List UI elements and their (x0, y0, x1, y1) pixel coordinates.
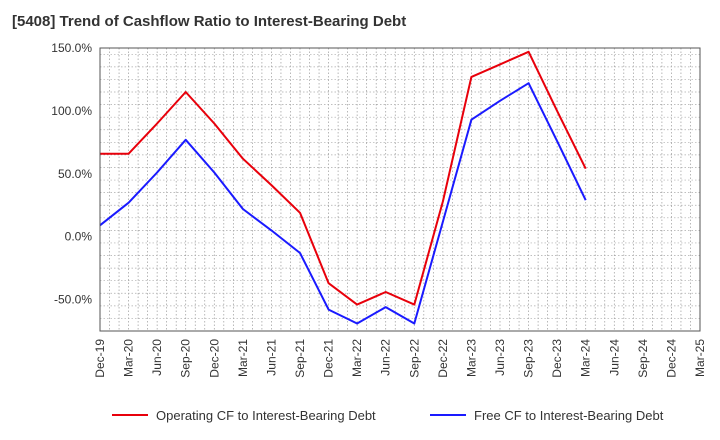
x-tick-label: Jun-24 (607, 339, 621, 376)
x-tick-label: Dec-22 (436, 339, 450, 378)
y-tick-label: 100.0% (51, 104, 92, 118)
legend-item-operating-cf: Operating CF to Interest-Bearing Debt (112, 405, 376, 425)
series-lines (99, 50, 587, 325)
x-tick-label: Mar-22 (350, 339, 364, 377)
x-tick-label: Mar-24 (579, 339, 593, 377)
y-tick-label: 50.0% (58, 167, 92, 181)
x-tick-label: Dec-24 (664, 339, 678, 378)
x-tick-label: Jun-23 (493, 339, 507, 376)
y-tick-label: 0.0% (65, 230, 93, 244)
y-tick-label: 150.0% (51, 41, 92, 55)
x-tick-label: Mar-25 (693, 339, 707, 377)
x-tick-label: Dec-19 (93, 339, 107, 378)
x-tick-label: Mar-21 (236, 339, 250, 377)
legend-label-free-cf: Free CF to Interest-Bearing Debt (474, 407, 664, 423)
x-tick-label: Jun-22 (379, 339, 393, 376)
legend-swatch-operating-cf (112, 414, 148, 416)
y-tick-label: -50.0% (54, 293, 92, 307)
x-tick-label: Jun-20 (150, 339, 164, 376)
grid-lines (100, 48, 700, 331)
x-tick-label: Jun-21 (264, 339, 278, 376)
x-tick-labels: Dec-19 Mar-20 Jun-20 Sep-20 Dec-20 Mar-21 Jun-… (93, 339, 707, 378)
x-tick-label: Dec-23 (550, 339, 564, 378)
series-line-free-cf (99, 82, 587, 325)
plot-border (99, 47, 701, 332)
legend-swatch-free-cf (430, 414, 466, 416)
x-tick-label: Sep-23 (522, 339, 536, 378)
legend-item-free-cf: Free CF to Interest-Bearing Debt (430, 405, 663, 425)
x-tick-label: Sep-24 (636, 339, 650, 378)
x-tick-label: Sep-21 (293, 339, 307, 378)
chart-title: [5408] Trend of Cashflow Ratio to Intere… (12, 13, 407, 30)
x-tick-label: Dec-20 (207, 339, 221, 378)
x-tick-label: Sep-20 (179, 339, 193, 378)
y-tick-labels: 150.0% 100.0% 50.0% 0.0% -50.0% (51, 41, 92, 307)
x-tick-label: Mar-23 (464, 339, 478, 377)
series-line-operating-cf (100, 50, 587, 306)
legend-label-operating-cf: Operating CF to Interest-Bearing Debt (156, 407, 376, 423)
x-tick-label: Dec-21 (322, 339, 336, 378)
x-tick-label: Sep-22 (407, 339, 421, 378)
x-tick-label: Mar-20 (122, 339, 136, 377)
